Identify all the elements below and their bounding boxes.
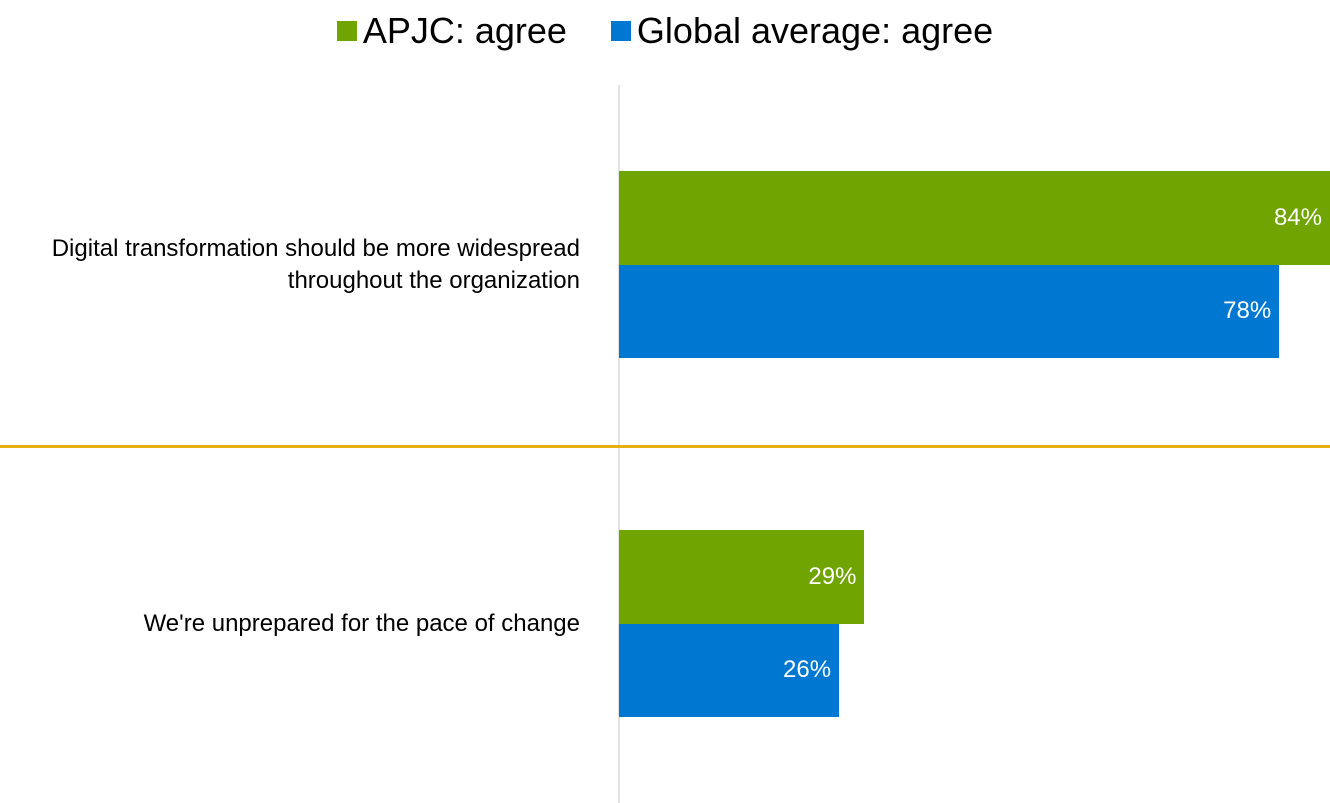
legend-item: Global average: agree: [610, 10, 994, 52]
axis-line: [618, 85, 620, 803]
value-label: 29%: [808, 562, 857, 590]
bar: [619, 264, 1280, 358]
bar: [619, 171, 1330, 265]
bar: [619, 530, 865, 624]
value-label: 78%: [1223, 297, 1272, 325]
legend-swatch: [336, 21, 357, 41]
legend-swatch: [610, 21, 631, 41]
legend-item: APJC: agree: [336, 10, 567, 52]
value-label: 84%: [1273, 203, 1322, 231]
category-divider: [0, 445, 1330, 448]
legend-label: APJC: agree: [362, 10, 567, 51]
category-label: Digital transformation should be more wi…: [51, 234, 580, 294]
legend-label: Global average: agree: [636, 10, 994, 51]
value-label: 26%: [783, 656, 832, 684]
legend: APJC: agree Global average: agree: [0, 10, 1330, 52]
bar: [619, 623, 840, 717]
category-label: We're unprepared for the pace of change: [143, 609, 580, 637]
